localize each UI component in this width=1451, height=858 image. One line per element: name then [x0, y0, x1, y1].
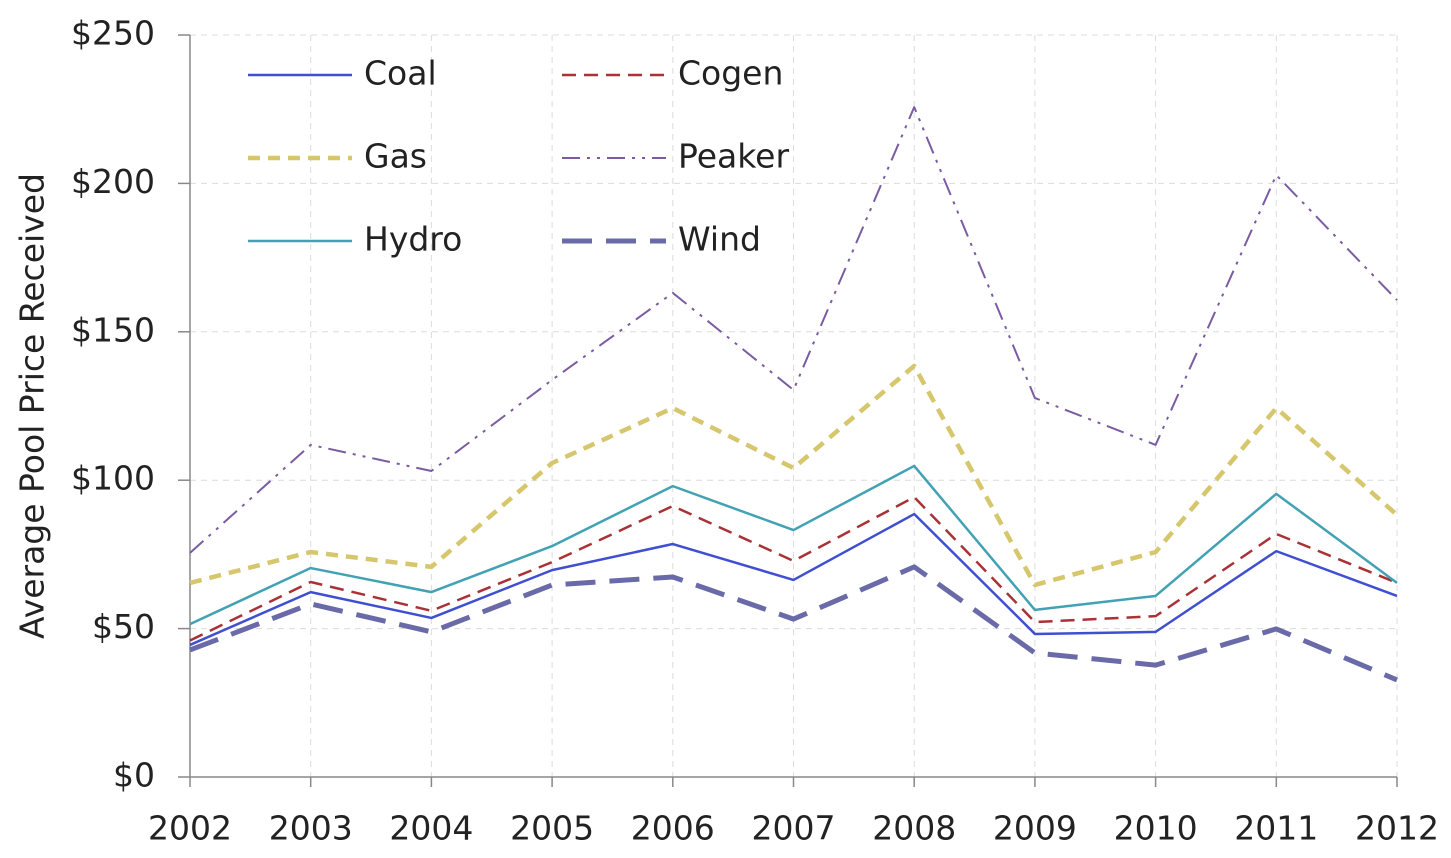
y-tick-label: $250	[71, 14, 155, 53]
y-tick-label: $0	[113, 756, 155, 795]
x-tick-label: 2009	[993, 809, 1077, 848]
y-tick-label: $200	[71, 162, 155, 201]
x-tick-label: 2005	[510, 809, 594, 848]
x-tick-label: 2007	[752, 809, 836, 848]
y-axis-label: Average Pool Price Received	[13, 173, 52, 639]
x-tick-label: 2008	[872, 809, 956, 848]
legend-label: Hydro	[364, 220, 462, 259]
legend-label: Wind	[678, 220, 761, 259]
series-line	[189, 106, 1398, 554]
y-tick-label: $100	[71, 459, 155, 498]
series-line	[189, 363, 1399, 588]
legend-label: Peaker	[678, 137, 789, 176]
y-tick-label: $50	[92, 607, 155, 646]
series-line	[189, 512, 1398, 647]
x-tick-label: 2011	[1234, 809, 1318, 848]
x-tick-label: 2004	[389, 809, 473, 848]
series-line	[189, 495, 1398, 642]
x-tick-label: 2002	[148, 809, 232, 848]
legend-label: Coal	[364, 54, 437, 93]
legend-label: Gas	[364, 137, 427, 176]
series-line	[189, 464, 1398, 626]
x-tick-label: 2012	[1355, 809, 1439, 848]
series-line	[189, 564, 1398, 683]
x-tick-label: 2006	[631, 809, 715, 848]
legend-label: Cogen	[678, 54, 783, 93]
x-tick-label: 2010	[1114, 809, 1198, 848]
y-tick-label: $150	[71, 310, 155, 349]
x-tick-label: 2003	[269, 809, 353, 848]
